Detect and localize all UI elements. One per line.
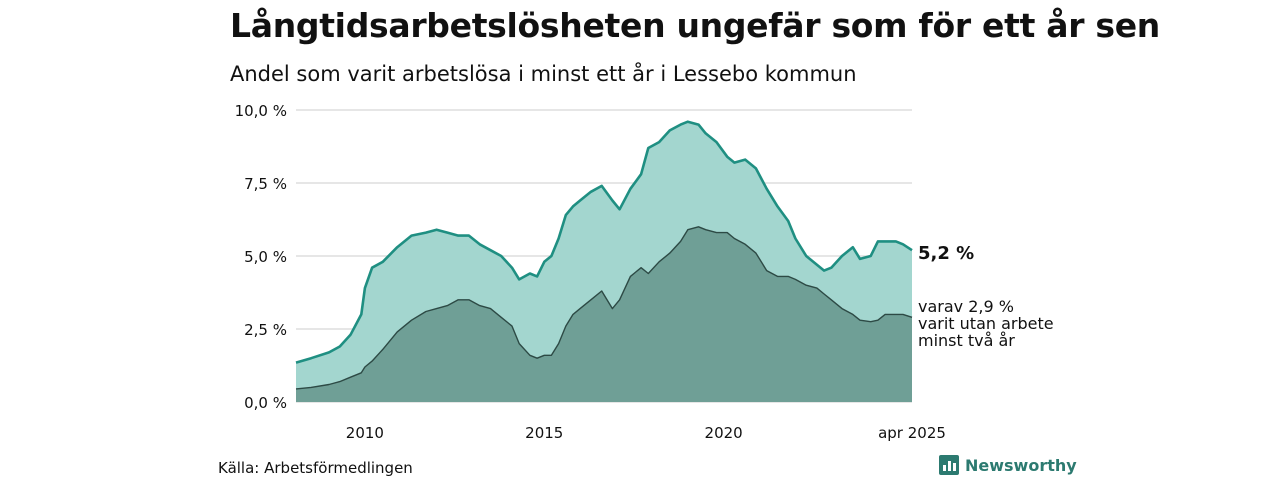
line-total (295, 120, 913, 364)
end-label-sub: varav 2,9 % (918, 297, 1014, 316)
end-label-sub: minst två år (918, 331, 1015, 350)
end-label-total: 5,2 % (918, 243, 974, 264)
chart-subtitle: Andel som varit arbetslösa i minst ett å… (230, 62, 857, 86)
y-tick-label: 7,5 % (244, 175, 287, 193)
y-tick-label: 5,0 % (244, 248, 287, 266)
chart-title: Långtidsarbetslösheten ungefär som för e… (230, 6, 1160, 45)
x-axis-labels: 2010 2015 2020 apr 2025 (346, 424, 946, 442)
y-axis-labels: 0,0 % 2,5 % 5,0 % 7,5 % 10,0 % (235, 102, 287, 412)
area-chart: 0,0 % 2,5 % 5,0 % 7,5 % 10,0 % 2010 2015 2020 a… (235, 102, 1054, 442)
y-tick-label: 10,0 % (235, 102, 287, 120)
area-sub (296, 226, 912, 402)
x-tick-label: 2010 (346, 424, 384, 442)
x-tick-label: 2015 (525, 424, 563, 442)
x-tick-label: 2020 (705, 424, 743, 442)
x-tick-label: apr 2025 (878, 424, 946, 442)
source-note: Källa: Arbetsförmedlingen (218, 459, 413, 477)
brand-name: Newsworthy (965, 455, 1077, 475)
y-tick-label: 0,0 % (244, 394, 287, 412)
line-sub (295, 226, 913, 390)
y-tick-label: 2,5 % (244, 321, 287, 339)
end-label-sub: varit utan arbete (918, 314, 1054, 333)
newsworthy-logo: Newsworthy (939, 455, 1077, 475)
bar-chart-icon (939, 455, 959, 475)
series-areas (295, 120, 913, 402)
